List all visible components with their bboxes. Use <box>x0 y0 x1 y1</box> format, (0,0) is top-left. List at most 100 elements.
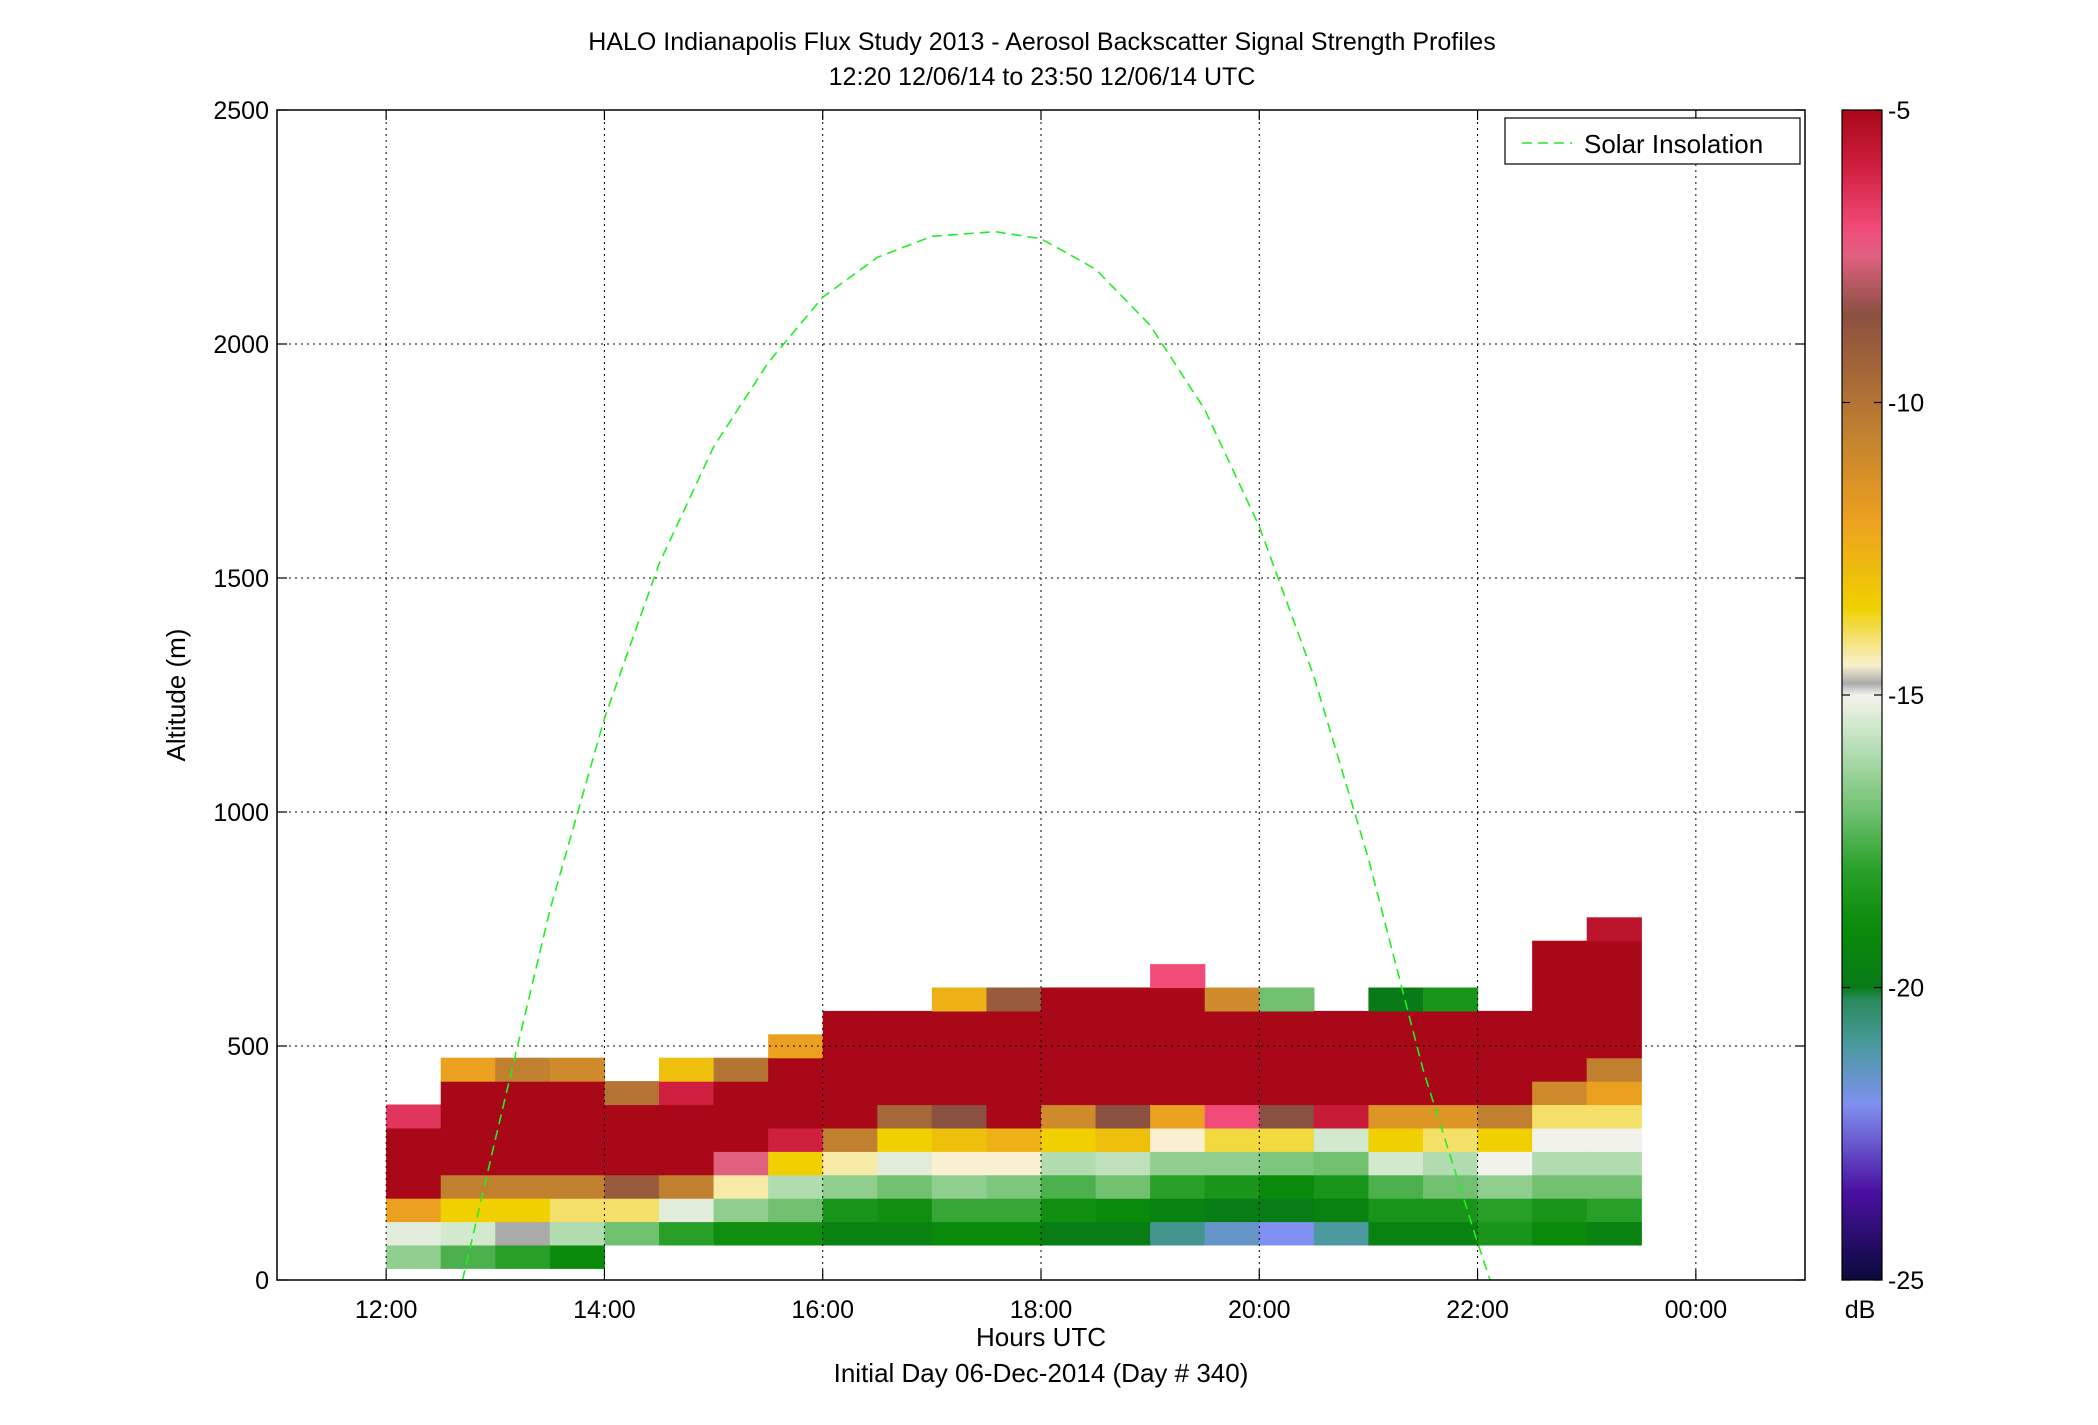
heatmap-cell <box>604 1151 660 1176</box>
heatmap-cell <box>768 1151 824 1176</box>
solar-insolation-series <box>461 230 1491 1280</box>
heatmap-cell <box>931 1081 988 1106</box>
colorbar-tick-label: -25 <box>1888 1267 1924 1295</box>
heatmap-cell <box>1095 1104 1151 1129</box>
heatmap-cell <box>1150 1081 1206 1106</box>
heatmap-cell <box>877 1034 933 1059</box>
heatmap-cell <box>877 1151 933 1176</box>
heatmap-cell <box>1259 1081 1315 1106</box>
legend: Solar Insolation <box>1504 117 1801 165</box>
heatmap-cell <box>659 1057 715 1082</box>
heatmap-cell <box>768 1198 824 1223</box>
heatmap-cell <box>1259 1104 1315 1129</box>
heatmap-cell <box>1095 1127 1151 1152</box>
heatmap-cell <box>440 1127 496 1152</box>
heatmap-cell <box>1368 1174 1424 1199</box>
heatmap-cell <box>440 1057 496 1082</box>
heatmap-cell <box>1477 1081 1533 1106</box>
heatmap-cell <box>1477 1034 1533 1059</box>
heatmap-cell <box>986 1057 1042 1082</box>
heatmap-cell <box>1586 917 1642 942</box>
heatmap-cell <box>1586 964 1642 989</box>
heatmap-cell <box>822 1104 878 1129</box>
heatmap-cell <box>549 1244 606 1269</box>
colorbar-tick-label: -5 <box>1888 97 1910 125</box>
heatmap-cell <box>1095 987 1151 1012</box>
heatmap-cell <box>386 1198 442 1223</box>
heatmap-cell <box>986 1034 1042 1059</box>
heatmap-cell <box>1150 1104 1206 1129</box>
heatmap-cell <box>1423 1104 1479 1129</box>
heatmap-cell <box>1368 1127 1424 1152</box>
heatmap-cell <box>1313 1174 1370 1199</box>
heatmap-cell <box>822 1081 878 1106</box>
heatmap-cell <box>1041 1127 1097 1152</box>
heatmap-cell <box>986 1104 1042 1129</box>
heatmap-cell <box>659 1081 715 1106</box>
heatmap-cell <box>822 1057 878 1082</box>
heatmap-cell <box>1423 1174 1479 1199</box>
heatmap-cell <box>877 1221 933 1246</box>
y-tick-label: 2000 <box>213 331 269 359</box>
heatmap-cell <box>386 1104 442 1129</box>
heatmap-cell <box>986 1198 1042 1223</box>
colorbar-tick-label: -10 <box>1888 390 1924 418</box>
heatmap-cell <box>386 1221 442 1246</box>
heatmap-cell <box>1477 1127 1533 1152</box>
heatmap-cell <box>713 1174 769 1199</box>
heatmap-cell <box>1150 987 1206 1012</box>
heatmap-cell <box>1204 1057 1260 1082</box>
x-tick-label: 00:00 <box>1665 1296 1728 1324</box>
heatmap-cell <box>604 1174 660 1199</box>
heatmap-cell <box>931 1151 988 1176</box>
heatmap-cell <box>1313 1104 1370 1129</box>
heatmap-cell <box>1477 1221 1533 1246</box>
heatmap-cell <box>1150 1057 1206 1082</box>
heatmap-cell <box>931 1010 988 1035</box>
y-tick-label: 1000 <box>213 799 269 827</box>
x-tick-label: 22:00 <box>1446 1296 1509 1324</box>
heatmap-cell <box>986 1127 1042 1152</box>
heatmap-cell <box>1041 1198 1097 1223</box>
heatmap-cell <box>1095 1081 1151 1106</box>
heatmap-cell <box>1368 1010 1424 1035</box>
heatmap-cell <box>1423 1221 1479 1246</box>
y-tick-label: 0 <box>255 1267 269 1295</box>
heatmap-cell <box>986 987 1042 1012</box>
heatmap-cell <box>440 1081 496 1106</box>
heatmap-cell <box>1204 1081 1260 1106</box>
heatmap-cell <box>440 1198 496 1223</box>
heatmap-cell <box>1204 1151 1260 1176</box>
heatmap-cell <box>659 1198 715 1223</box>
heatmap-cell <box>549 1151 606 1176</box>
heatmap-cell <box>1041 1104 1097 1129</box>
heatmap-cell <box>1532 1104 1588 1129</box>
heatmap-cell <box>495 1198 551 1223</box>
heatmap-cell <box>1477 1174 1533 1199</box>
heatmap-cell <box>604 1127 660 1152</box>
heatmap-cell <box>1313 1081 1370 1106</box>
heatmap-cell <box>1423 1127 1479 1152</box>
heatmap-cell <box>768 1057 824 1082</box>
heatmap-cell <box>1095 1057 1151 1082</box>
heatmap-cell <box>1368 1057 1424 1082</box>
heatmap-cell <box>1041 1010 1097 1035</box>
heatmap-cell <box>1150 1127 1206 1152</box>
heatmap-cell <box>931 987 988 1012</box>
heatmap-cell <box>877 1104 933 1129</box>
heatmap-cell <box>877 1081 933 1106</box>
heatmap-cell <box>713 1081 769 1106</box>
heatmap-cell <box>1586 940 1642 965</box>
heatmap-cell <box>931 1034 988 1059</box>
heatmap-cell <box>1150 1198 1206 1223</box>
y-tick-label: 1500 <box>213 565 269 593</box>
x-tick-label: 18:00 <box>1010 1296 1073 1324</box>
heatmap-cell <box>768 1221 824 1246</box>
heatmap-cell <box>604 1081 660 1106</box>
heatmap-cell <box>1586 1151 1642 1176</box>
heatmap-cell <box>822 1034 878 1059</box>
heatmap-cell <box>1095 1221 1151 1246</box>
x-axis-label: Hours UTC <box>976 1322 1106 1352</box>
heatmap-cell <box>1532 1174 1588 1199</box>
heatmap-cell <box>1204 1127 1260 1152</box>
